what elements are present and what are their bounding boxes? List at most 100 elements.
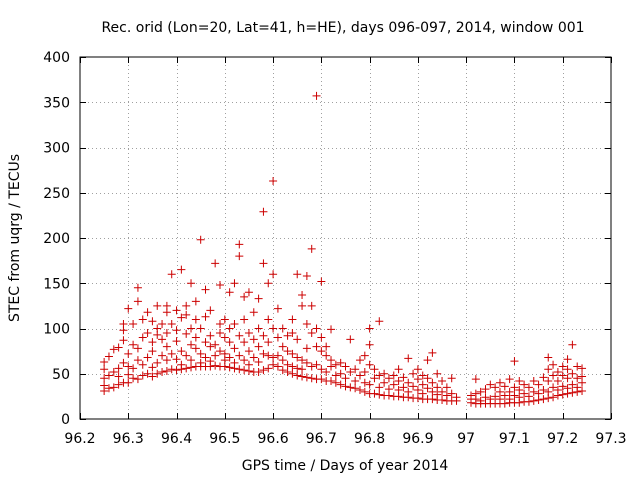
data-point — [438, 387, 447, 396]
data-point — [187, 279, 196, 288]
data-point — [235, 240, 244, 249]
data-point — [230, 319, 239, 328]
data-point — [341, 374, 350, 383]
data-point — [312, 360, 321, 369]
data-point — [505, 387, 514, 396]
data-point — [302, 272, 311, 281]
data-point — [259, 207, 268, 216]
y-tick-label: 350 — [43, 95, 70, 111]
data-point — [153, 369, 162, 378]
data-point — [269, 324, 278, 333]
data-point — [428, 395, 437, 404]
y-tick-label: 50 — [52, 367, 70, 383]
data-point — [288, 315, 297, 324]
data-point — [220, 315, 229, 324]
data-point — [302, 373, 311, 382]
data-point — [568, 380, 577, 389]
data-point — [288, 369, 297, 378]
data-point — [346, 383, 355, 392]
data-point — [539, 386, 548, 395]
data-point — [162, 342, 171, 351]
data-point — [375, 371, 384, 380]
data-point — [124, 304, 133, 313]
data-point — [442, 383, 451, 392]
x-tick-label: 97 — [457, 431, 475, 447]
data-point — [162, 301, 171, 310]
data-point — [500, 391, 509, 400]
data-point — [481, 385, 490, 394]
y-tick-label: 100 — [43, 322, 70, 338]
data-point — [520, 389, 529, 398]
data-point — [351, 376, 360, 385]
data-point — [360, 378, 369, 387]
data-point — [486, 395, 495, 404]
data-point — [360, 351, 369, 360]
data-point — [133, 356, 142, 365]
x-tick-label: 96.5 — [209, 431, 240, 447]
data-point — [302, 358, 311, 367]
data-point — [133, 375, 142, 384]
data-point — [124, 378, 133, 387]
data-point — [404, 378, 413, 387]
data-point — [273, 351, 282, 360]
data-point — [124, 349, 133, 358]
data-point — [428, 387, 437, 396]
data-point — [196, 235, 205, 244]
data-point — [553, 376, 562, 385]
data-point — [269, 360, 278, 369]
data-point — [172, 306, 181, 315]
x-tick-label: 97.1 — [499, 431, 530, 447]
data-point — [341, 362, 350, 371]
data-point — [273, 362, 282, 371]
data-point — [418, 380, 427, 389]
data-point — [196, 349, 205, 358]
data-point — [206, 357, 215, 366]
data-point — [312, 324, 321, 333]
data-point — [259, 349, 268, 358]
data-point — [389, 380, 398, 389]
data-point — [283, 331, 292, 340]
data-point — [495, 378, 504, 387]
data-point — [264, 364, 273, 373]
data-point — [230, 358, 239, 367]
data-point — [240, 356, 249, 365]
data-point — [544, 353, 553, 362]
data-point — [138, 371, 147, 380]
data-point — [172, 337, 181, 346]
data-point — [278, 366, 287, 375]
data-point — [206, 342, 215, 351]
data-point — [191, 344, 200, 353]
data-point — [182, 310, 191, 319]
data-point — [201, 353, 210, 362]
x-tick-label: 96.7 — [306, 431, 337, 447]
data-point — [196, 324, 205, 333]
data-point — [254, 324, 263, 333]
data-point — [409, 382, 418, 391]
data-point — [162, 329, 171, 338]
data-point — [442, 391, 451, 400]
data-point — [346, 367, 355, 376]
data-point — [409, 369, 418, 378]
data-point — [384, 385, 393, 394]
data-point — [568, 388, 577, 397]
data-point — [269, 270, 278, 279]
data-point — [510, 357, 519, 366]
data-point — [264, 279, 273, 288]
data-point — [298, 301, 307, 310]
data-point — [423, 356, 432, 365]
data-point — [249, 308, 258, 317]
data-point — [336, 380, 345, 389]
y-tick-label: 150 — [43, 276, 70, 292]
data-point — [124, 362, 133, 371]
data-point — [177, 265, 186, 274]
plot-frame — [79, 56, 612, 420]
data-point — [360, 387, 369, 396]
data-point — [273, 333, 282, 342]
data-point — [375, 317, 384, 326]
data-point — [394, 365, 403, 374]
data-point — [573, 362, 582, 371]
data-point — [133, 297, 142, 306]
data-point — [399, 373, 408, 382]
data-point — [162, 356, 171, 365]
